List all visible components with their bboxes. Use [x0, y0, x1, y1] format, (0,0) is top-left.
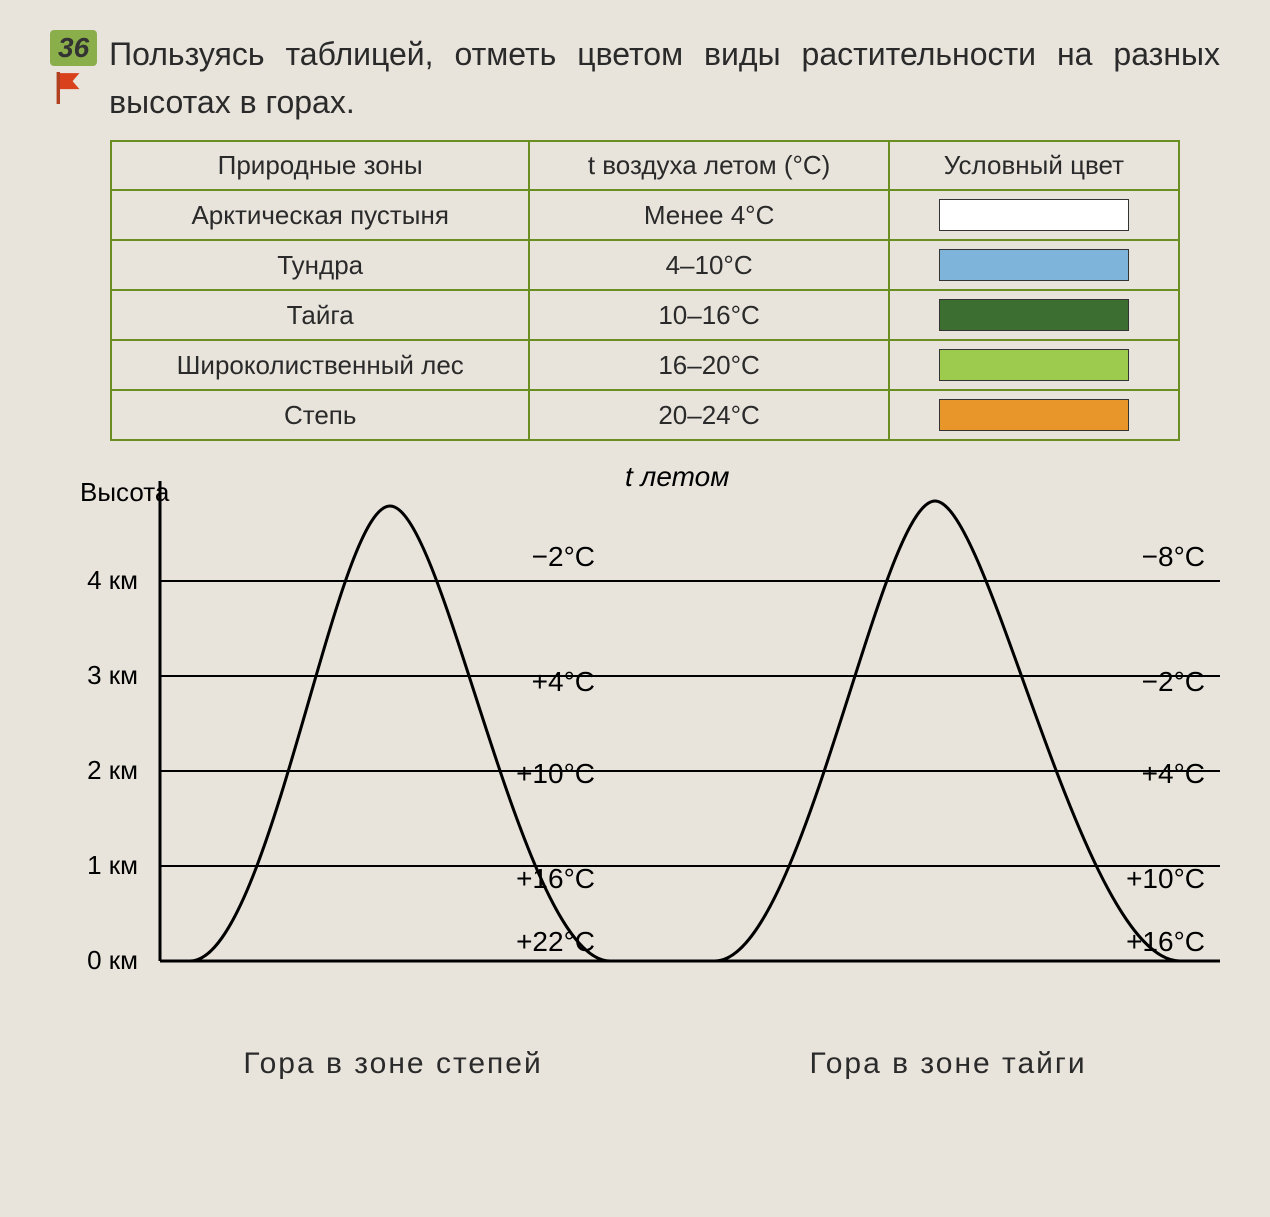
svg-text:−2°С: −2°С: [1142, 666, 1205, 697]
task-text: Пользуясь таблицей, отметь цветом виды р…: [109, 30, 1220, 126]
mountain1-label: Гора в зоне степей: [243, 1047, 542, 1081]
zone-cell: Степь: [111, 390, 529, 440]
temp-cell: 20–24°С: [529, 390, 888, 440]
svg-text:0 км: 0 км: [87, 945, 138, 975]
zone-cell: Тайга: [111, 290, 529, 340]
svg-text:+10°С: +10°С: [516, 758, 595, 789]
color-cell: [889, 390, 1179, 440]
zone-cell: Арктическая пустыня: [111, 190, 529, 240]
color-swatch: [939, 349, 1129, 381]
svg-text:+16°С: +16°С: [516, 863, 595, 894]
svg-text:2 км: 2 км: [87, 755, 138, 785]
svg-text:4 км: 4 км: [87, 565, 138, 595]
color-cell: [889, 340, 1179, 390]
zones-table: Природные зоны t воздуха летом (°С) Усло…: [110, 140, 1180, 441]
svg-text:1 км: 1 км: [87, 850, 138, 880]
col-color: Условный цвет: [889, 141, 1179, 190]
svg-text:+4°С: +4°С: [532, 666, 595, 697]
temp-cell: 16–20°С: [529, 340, 888, 390]
color-swatch: [939, 399, 1129, 431]
svg-text:−2°С: −2°С: [532, 541, 595, 572]
temp-cell: 4–10°С: [529, 240, 888, 290]
color-swatch: [939, 199, 1129, 231]
mountain-labels: Гора в зоне степей Гора в зоне тайги: [50, 1047, 1220, 1081]
flag-icon: [54, 72, 82, 104]
svg-text:+22°С: +22°С: [516, 926, 595, 957]
table-row: Степь20–24°С: [111, 390, 1179, 440]
table-row: Арктическая пустыняМенее 4°С: [111, 190, 1179, 240]
zone-cell: Тундра: [111, 240, 529, 290]
altitude-chart: 0 км 1 км 2 км 3 км 4 км Высота t летом +22°С +1…: [50, 461, 1220, 1041]
table-header-row: Природные зоны t воздуха летом (°С) Усло…: [111, 141, 1179, 190]
svg-text:−8°С: −8°С: [1142, 541, 1205, 572]
table-body: Арктическая пустыняМенее 4°СТундра4–10°С…: [111, 190, 1179, 440]
color-cell: [889, 190, 1179, 240]
zone-cell: Широколиственный лес: [111, 340, 529, 390]
temp-cell: 10–16°С: [529, 290, 888, 340]
color-swatch: [939, 299, 1129, 331]
task-header: 36 Пользуясь таблицей, отметь цветом вид…: [50, 30, 1220, 126]
mountain2-label: Гора в зоне тайги: [809, 1047, 1086, 1081]
color-cell: [889, 290, 1179, 340]
col-zone: Природные зоны: [111, 141, 529, 190]
svg-text:+10°С: +10°С: [1126, 863, 1205, 894]
svg-text:+16°С: +16°С: [1126, 926, 1205, 957]
color-cell: [889, 240, 1179, 290]
col-temp: t воздуха летом (°С): [529, 141, 888, 190]
chart-svg: 0 км 1 км 2 км 3 км 4 км Высота t летом +22°С +1…: [50, 461, 1220, 1001]
table-row: Тундра4–10°С: [111, 240, 1179, 290]
table-row: Широколиственный лес16–20°С: [111, 340, 1179, 390]
svg-text:+4°С: +4°С: [1142, 758, 1205, 789]
color-swatch: [939, 249, 1129, 281]
temp-cell: Менее 4°С: [529, 190, 888, 240]
task-number: 36: [50, 30, 97, 66]
table-row: Тайга10–16°С: [111, 290, 1179, 340]
svg-text:Высота: Высота: [80, 477, 170, 507]
svg-text:3 км: 3 км: [87, 660, 138, 690]
svg-text:t летом: t летом: [625, 461, 729, 492]
